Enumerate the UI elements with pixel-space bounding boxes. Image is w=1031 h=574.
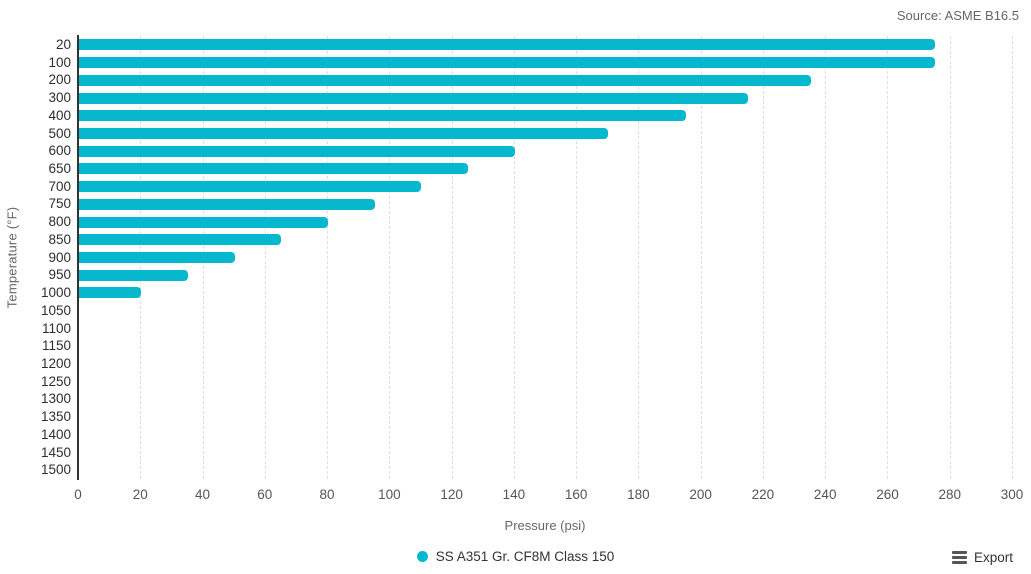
y-tick-label: 300 — [48, 90, 71, 106]
bar[interactable] — [79, 110, 687, 122]
y-tick-label: 1250 — [40, 373, 71, 389]
x-tick-label: 140 — [502, 487, 526, 502]
x-tick-label: 40 — [195, 487, 211, 502]
y-tick-label: 1400 — [40, 426, 71, 442]
y-tick-label: 1450 — [40, 444, 71, 460]
y-tick-label: 400 — [48, 107, 71, 123]
bar[interactable] — [79, 216, 329, 228]
x-tick-label: 240 — [813, 487, 837, 502]
bar[interactable] — [79, 198, 375, 210]
export-label: Export — [973, 550, 1013, 565]
bar[interactable] — [79, 74, 811, 86]
legend-marker-icon — [416, 551, 428, 562]
bar[interactable] — [79, 181, 422, 193]
bar[interactable] — [79, 269, 188, 281]
y-tick-label: 20 — [55, 37, 71, 52]
bar[interactable] — [79, 39, 936, 51]
bar[interactable] — [79, 252, 235, 263]
x-tick-label: 160 — [564, 487, 588, 502]
source-credit: Source: ASME B16.5 — [896, 8, 1019, 23]
bar[interactable] — [79, 92, 749, 104]
bar[interactable] — [79, 57, 936, 69]
x-tick-label: 300 — [1000, 487, 1024, 502]
y-tick-label: 1300 — [40, 391, 71, 407]
y-tick-label: 1500 — [40, 462, 71, 478]
legend-item[interactable]: SS A351 Gr. CF8M Class 150 — [416, 549, 615, 564]
hamburger-menu-icon — [951, 551, 967, 564]
y-tick-label: 500 — [48, 125, 71, 141]
y-tick-label: 700 — [48, 178, 71, 194]
y-tick-label: 1200 — [40, 355, 71, 371]
y-tick-label: 200 — [48, 72, 71, 88]
legend: SS A351 Gr. CF8M Class 150 — [0, 549, 1031, 564]
x-tick-label: 200 — [689, 487, 712, 502]
x-tick-label: 60 — [257, 487, 273, 502]
x-tick-label: 0 — [74, 487, 82, 502]
x-axis-title: Pressure (psi) — [504, 518, 586, 533]
gridline — [825, 36, 827, 479]
x-tick-label: 80 — [319, 487, 335, 502]
x-tick-label: 220 — [751, 487, 775, 502]
y-tick-label: 1350 — [40, 409, 71, 425]
x-tick-label: 120 — [440, 487, 463, 502]
bar[interactable] — [79, 145, 515, 157]
gridline — [389, 36, 391, 479]
bar[interactable] — [79, 287, 142, 299]
gridline — [513, 36, 515, 479]
gridline — [327, 36, 329, 479]
y-tick-label: 650 — [48, 161, 71, 177]
y-tick-label: 1000 — [40, 285, 71, 301]
gridline — [949, 36, 951, 479]
gridline — [451, 36, 453, 479]
gridline — [700, 36, 702, 479]
plot-area: 20 100 200 300 400 500 600 650 700 750 800 850 900 95… — [41, 35, 1023, 502]
y-tick-label: 900 — [48, 249, 71, 265]
gridline — [887, 36, 889, 479]
y-tick-label: 1050 — [40, 302, 71, 318]
legend-label: SS A351 Gr. CF8M Class 150 — [435, 549, 615, 564]
bar[interactable] — [79, 163, 469, 175]
export-button[interactable]: Export — [948, 548, 1017, 567]
x-tick-label: 180 — [627, 487, 650, 502]
bar[interactable] — [79, 127, 609, 139]
x-tick-label: 280 — [938, 487, 961, 502]
x-tick-label: 260 — [876, 487, 899, 502]
y-axis-line — [77, 35, 79, 480]
y-tick-label: 1100 — [41, 320, 71, 336]
gridline — [576, 36, 578, 479]
y-tick-label: 1150 — [41, 338, 71, 354]
gridline — [762, 36, 764, 479]
bar[interactable] — [79, 234, 282, 246]
gridline — [638, 36, 640, 479]
y-tick-label: 950 — [48, 267, 71, 283]
y-tick-label: 800 — [48, 214, 71, 230]
y-tick-label: 750 — [48, 196, 71, 212]
gridline — [264, 36, 266, 479]
gridline — [1012, 36, 1013, 479]
y-tick-label: 600 — [48, 143, 71, 159]
x-tick-label: 100 — [378, 487, 401, 502]
y-tick-label: 850 — [48, 231, 71, 247]
y-tick-label: 100 — [48, 54, 71, 70]
x-tick-label: 20 — [132, 487, 148, 502]
